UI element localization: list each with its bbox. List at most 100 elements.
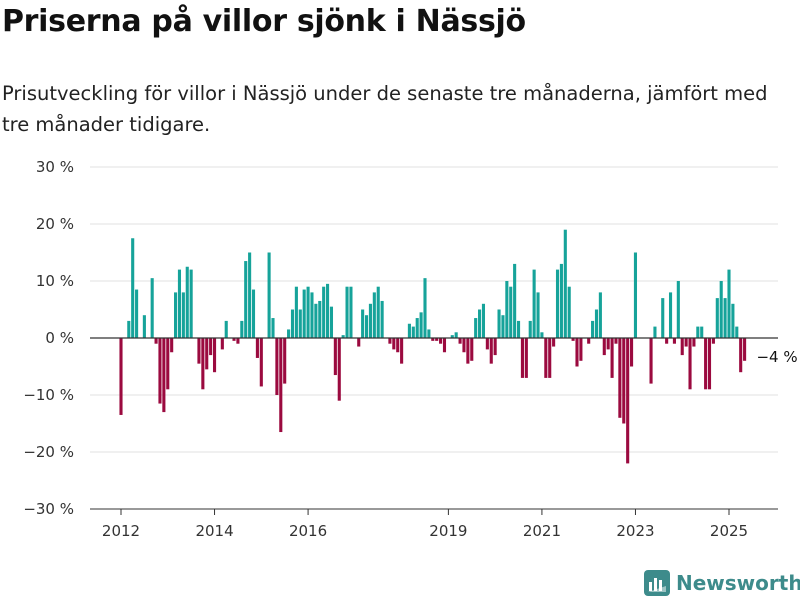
bar [415,318,419,338]
tick-labels: 30 % 20 % 10 % 0 % −10 % −20 % −30 % 2012 2014 20… [23,158,797,540]
bar [458,338,462,344]
bar [212,338,217,373]
bar [127,320,131,338]
bar [170,338,174,353]
x-tick-label: 2012 [102,522,140,540]
bar [294,286,298,338]
y-tick-label: 30 % [36,158,74,176]
bar [575,338,579,367]
bar [224,320,228,338]
bar [131,238,135,338]
bar [489,338,493,364]
bar [587,338,591,344]
bar [435,338,439,341]
bar [661,298,665,338]
bar [341,335,345,338]
bar [454,332,458,338]
bar [470,338,474,361]
bar [287,329,291,338]
bar [209,338,213,356]
bar [606,338,610,350]
last-value-annotation: −4 % [756,348,797,366]
bar [357,338,361,347]
bar [248,252,252,338]
bar [251,289,256,338]
bar [368,303,372,338]
bar [407,323,411,338]
bar [279,338,283,433]
bar [271,318,275,338]
bar [423,278,427,338]
bar [711,338,715,344]
bar [329,306,334,338]
bar [591,320,595,338]
bar [548,338,552,378]
bar [396,338,400,353]
bar [135,289,139,338]
y-tick-label: 10 % [36,272,74,290]
bar [493,338,497,356]
bar [688,338,692,390]
x-tick-label: 2019 [429,522,467,540]
bar [466,338,470,364]
bar [536,292,540,338]
bar [283,338,287,384]
bar [485,338,489,350]
axes [90,337,778,515]
bar [680,338,684,356]
bar [205,338,209,370]
bar [649,338,653,384]
bar [707,338,712,390]
bar [696,326,700,338]
bar [431,338,435,341]
x-tick-label: 2023 [616,522,654,540]
bar [333,338,337,376]
bar [388,338,392,344]
bar [555,269,560,338]
bar [731,303,735,338]
bar [450,335,454,338]
y-tick-label: 20 % [36,215,74,233]
bar [509,286,513,338]
bar [579,338,583,361]
bar [314,303,318,338]
bar [633,252,638,338]
bar [232,338,236,341]
bar [220,338,224,350]
bar [540,332,544,338]
bar [119,338,123,415]
bar [326,283,330,338]
bar [411,326,415,338]
bar [372,292,376,338]
x-tick-label: 2025 [710,522,748,540]
bar [189,269,193,338]
y-tick-label: −20 % [23,443,74,461]
bar [462,338,466,353]
bar [349,286,353,338]
brand-name: Newsworthy [676,571,800,595]
bar [692,338,696,347]
bar [653,326,657,338]
bar [306,286,310,338]
bar [676,281,680,338]
bar [392,338,396,350]
bar [439,338,443,344]
bar [668,292,673,338]
bar [154,338,158,344]
bar [719,281,723,338]
bar [505,281,509,338]
bar [419,312,423,338]
bar [162,338,166,413]
bar [567,286,571,338]
bar [177,269,182,338]
newsworthy-logo: Newsworthy [644,570,800,596]
bar [298,309,302,338]
bar [142,315,146,338]
bar [594,309,599,338]
bar [739,338,743,373]
y-tick-label: −30 % [23,500,74,518]
bar [727,269,731,338]
bar [513,263,517,338]
bar [318,300,322,338]
bar [715,298,719,338]
